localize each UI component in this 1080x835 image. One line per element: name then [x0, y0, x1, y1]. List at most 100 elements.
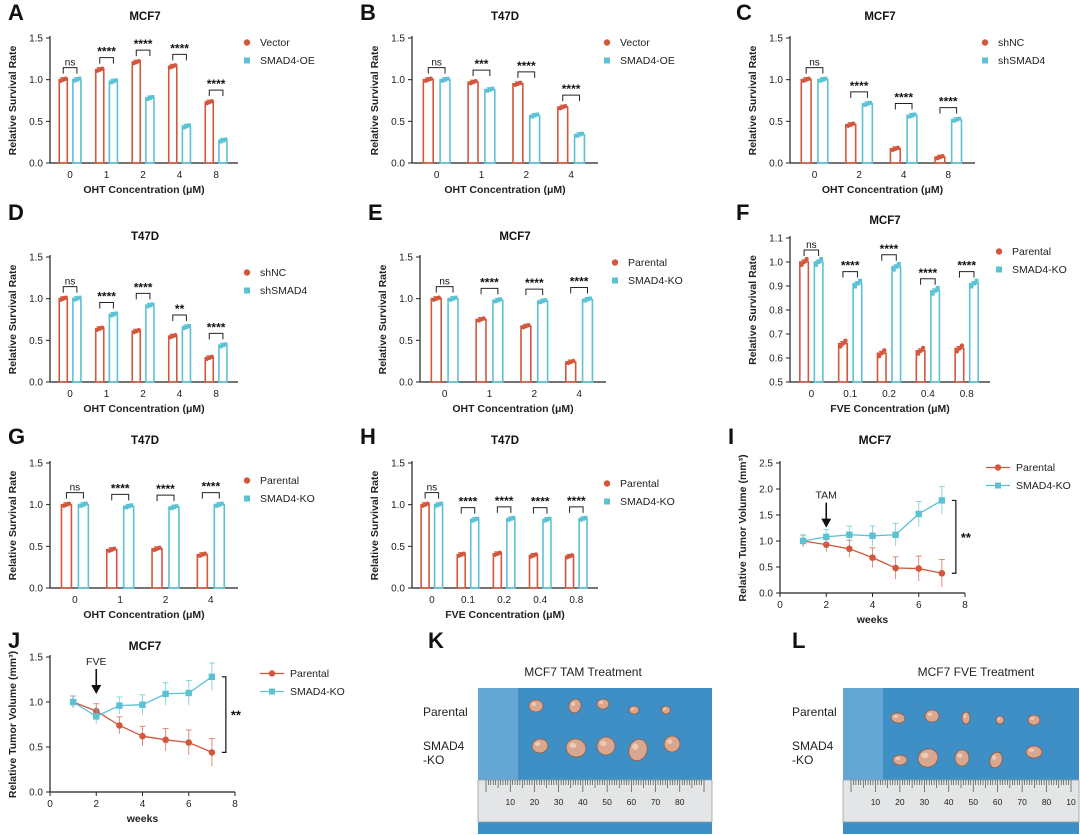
row-label-smad4: SMAD4 — [792, 739, 834, 753]
legend-marker — [603, 480, 611, 487]
bar-parental — [105, 548, 118, 589]
significance-label: ns — [809, 58, 820, 69]
data-point — [855, 281, 860, 286]
significance-bracket — [472, 69, 491, 77]
bar-smad4-oe — [218, 139, 228, 164]
y-tick-label: 1.0 — [29, 698, 43, 709]
panel-letter: H — [360, 424, 376, 449]
data-point — [544, 517, 549, 522]
row-label-ko: -KO — [792, 753, 813, 767]
legend-entry: shNC — [981, 37, 1025, 49]
x-tick-label: 0.8 — [960, 389, 974, 400]
data-point — [66, 501, 72, 506]
x-tick-label: 8 — [213, 170, 219, 181]
legend-marker — [995, 248, 1003, 255]
ruler-label: 70 — [651, 797, 661, 807]
data-point — [892, 531, 899, 538]
significance-label: ns — [65, 58, 76, 69]
x-tick-label: 0 — [434, 170, 440, 181]
data-point — [543, 298, 548, 303]
data-point — [896, 261, 901, 266]
x-axis-label: OHT Concentration (μM) — [452, 403, 573, 415]
bar-parental — [492, 553, 503, 589]
data-point — [451, 296, 456, 301]
treatment-arrow-head — [91, 685, 102, 694]
bar-smad4-ko — [542, 518, 552, 589]
bar-shsmad4 — [145, 304, 155, 383]
data-point — [217, 502, 222, 507]
data-point — [846, 545, 853, 553]
data-point — [425, 501, 430, 506]
data-point — [219, 501, 224, 506]
data-point — [894, 264, 899, 269]
ruler-label: 40 — [578, 797, 588, 807]
data-point — [801, 259, 807, 265]
panel-letter: G — [8, 424, 25, 449]
data-point — [485, 88, 490, 93]
ruler-label: 80 — [1042, 797, 1052, 807]
tumor-specimen — [954, 749, 970, 767]
tumor-highlight — [893, 715, 899, 718]
y-tick-label: 1.0 — [29, 294, 43, 305]
data-point — [113, 78, 118, 83]
chart-panel-j: J MCF7 0.0 0.5 1.0 1.5 Relative Tumor Volume (… — [7, 628, 345, 825]
data-point — [585, 297, 590, 302]
y-tick-label: 0.7 — [769, 330, 783, 341]
significance-label: ns — [70, 483, 81, 494]
bar-parental — [520, 325, 532, 383]
data-point — [111, 79, 116, 84]
legend-entry: Parental — [603, 478, 659, 490]
bar-shsmad4 — [817, 78, 829, 164]
data-point — [814, 262, 819, 267]
chart-title: MCF7 — [499, 231, 530, 243]
significance-label: **** — [880, 242, 899, 256]
significance-bracket — [569, 506, 584, 513]
chart-title: T47D — [491, 435, 519, 447]
x-tick-label: 0.1 — [461, 595, 475, 606]
significance-label: **** — [480, 275, 499, 289]
data-point — [470, 518, 475, 523]
significance-bracket — [517, 71, 536, 78]
data-point — [218, 344, 223, 349]
data-point — [63, 76, 68, 81]
data-point — [583, 515, 588, 520]
data-point — [147, 303, 152, 308]
ruler-label: 70 — [1017, 797, 1027, 807]
data-point — [954, 117, 959, 122]
significance-bracket — [525, 288, 544, 296]
y-tick-label: 1.0 — [759, 537, 773, 548]
panel-letter: C — [736, 0, 752, 25]
chart-panel-e: E MCF7 0.0 0.5 1.0 1.5 Relative Survival Rate 0… — [368, 200, 683, 415]
y-tick-label: 1.5 — [759, 511, 773, 522]
data-point — [867, 100, 872, 105]
significance-label: **** — [567, 494, 586, 508]
y-tick-label: 1.1 — [769, 234, 783, 245]
data-point — [112, 546, 117, 551]
significance-label: **** — [201, 480, 220, 494]
bar-parental — [456, 553, 466, 589]
bar-shnc — [58, 297, 69, 383]
data-point — [136, 327, 141, 333]
x-tick-label: 0.4 — [921, 389, 935, 400]
chart-title: MCF7 — [869, 215, 900, 227]
bar-smad4-ko — [122, 505, 135, 589]
legend-label: shSMAD4 — [260, 285, 307, 297]
legend-label: Parental — [620, 478, 659, 490]
significance-label: **** — [562, 82, 581, 96]
x-axis-label: weeks — [856, 614, 889, 626]
data-point — [77, 76, 82, 81]
significance-label: **** — [919, 266, 938, 280]
data-point — [136, 58, 141, 64]
data-point — [214, 503, 219, 508]
data-point — [957, 346, 962, 351]
data-point — [959, 343, 965, 348]
data-point — [882, 348, 887, 353]
row-label-smad4: SMAD4 — [423, 739, 465, 753]
y-tick-label: 1.5 — [29, 34, 43, 45]
bar-vector — [467, 81, 479, 164]
legend-entry: SMAD4-KO — [986, 480, 1071, 492]
bar-shnc — [131, 330, 142, 383]
y-tick-label: 0.8 — [769, 306, 783, 317]
photo-title: MCF7 FVE Treatment — [918, 665, 1035, 679]
significance-bracket — [424, 492, 440, 499]
